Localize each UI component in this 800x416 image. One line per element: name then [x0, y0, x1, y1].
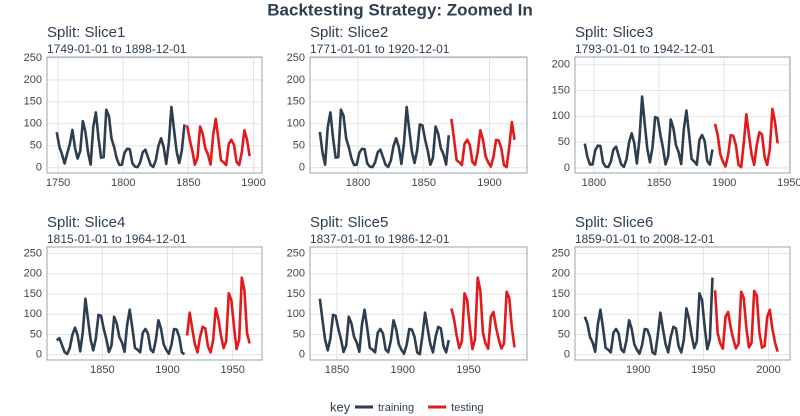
series-line [713, 107, 779, 169]
y-tick-label: 200 [24, 268, 42, 280]
series-line [185, 117, 251, 167]
y-tick-label: 250 [552, 247, 570, 259]
y-tick-label: 200 [552, 268, 570, 280]
x-tick-label: 1800 [346, 177, 370, 189]
panel-title: Split: Slice6 [575, 214, 653, 231]
x-tick-label: 1950 [456, 364, 480, 376]
y-tick-label: 200 [552, 59, 570, 71]
y-tick-label: 50 [293, 328, 305, 340]
x-tick-label: 1850 [412, 177, 436, 189]
panel-title: Split: Slice3 [575, 24, 653, 41]
y-tick-label: 0 [36, 349, 42, 361]
series-line [713, 289, 779, 353]
y-tick-label: 150 [287, 288, 305, 300]
series-line [318, 105, 451, 169]
panel-subtitle: 1837-01-01 to 1986-12-01 [310, 232, 450, 246]
x-tick-label: 1950 [691, 364, 715, 376]
panel-border [574, 56, 791, 174]
x-tick-label: 1850 [90, 364, 114, 376]
y-tick-label: 150 [552, 84, 570, 96]
panel-border [574, 246, 791, 361]
legend-label: training [378, 402, 414, 414]
panel-title: Split: Slice2 [310, 24, 388, 41]
x-tick-label: 1850 [325, 364, 349, 376]
y-tick-label: 150 [552, 288, 570, 300]
x-tick-label: 1850 [647, 177, 671, 189]
y-tick-label: 100 [24, 308, 42, 320]
chart-title: Backtesting Strategy: Zoomed In [267, 0, 532, 19]
y-tick-label: 100 [552, 110, 570, 122]
x-tick-label: 1900 [241, 177, 265, 189]
y-tick-label: 250 [287, 247, 305, 259]
x-tick-label: 1900 [390, 364, 414, 376]
y-tick-label: 100 [24, 118, 42, 130]
y-tick-label: 200 [287, 268, 305, 280]
y-tick-label: 100 [552, 308, 570, 320]
y-tick-label: 50 [558, 136, 570, 148]
y-tick-label: 150 [287, 96, 305, 108]
y-tick-label: 0 [564, 349, 570, 361]
panel-subtitle: 1793-01-01 to 1942-12-01 [575, 42, 715, 56]
panel-title: Split: Slice4 [47, 214, 125, 231]
panel-border [309, 56, 528, 174]
x-tick-label: 1750 [46, 177, 70, 189]
legend-title: key [330, 399, 351, 414]
x-tick-label: 1800 [111, 177, 135, 189]
series-line [583, 277, 714, 356]
series-line [185, 276, 251, 354]
y-tick-label: 200 [24, 74, 42, 86]
x-tick-label: 1850 [176, 177, 200, 189]
y-tick-label: 250 [24, 247, 42, 259]
y-tick-label: 100 [287, 118, 305, 130]
series-line [450, 118, 516, 169]
x-tick-label: 1950 [220, 364, 244, 376]
y-tick-label: 50 [30, 140, 42, 152]
y-tick-label: 250 [24, 52, 42, 64]
series-line [318, 298, 451, 356]
panel-subtitle: 1749-01-01 to 1898-12-01 [47, 42, 187, 56]
x-tick-label: 2000 [756, 364, 780, 376]
panel-border [309, 246, 528, 361]
y-tick-label: 50 [293, 140, 305, 152]
y-tick-label: 0 [299, 349, 305, 361]
panel-subtitle: 1771-01-01 to 1920-12-01 [310, 42, 450, 56]
series-line [583, 95, 714, 169]
x-tick-label: 1900 [477, 177, 501, 189]
series-line [55, 105, 186, 169]
y-tick-label: 50 [558, 328, 570, 340]
series-line [450, 276, 516, 351]
panel-title: Split: Slice1 [47, 24, 125, 41]
panel-subtitle: 1815-01-01 to 1964-12-01 [47, 232, 187, 246]
x-tick-label: 1900 [155, 364, 179, 376]
panel-subtitle: 1859-01-01 to 2008-12-01 [575, 232, 715, 246]
x-tick-label: 1800 [582, 177, 606, 189]
y-tick-label: 150 [24, 96, 42, 108]
panel-border [46, 246, 263, 361]
y-tick-label: 250 [287, 52, 305, 64]
panel-title: Split: Slice5 [310, 214, 388, 231]
x-tick-label: 1900 [712, 177, 736, 189]
y-tick-label: 200 [287, 74, 305, 86]
panel-border [46, 56, 263, 174]
y-tick-label: 100 [287, 308, 305, 320]
y-tick-label: 0 [36, 162, 42, 174]
x-tick-label: 1900 [626, 364, 650, 376]
series-line [55, 297, 186, 356]
y-tick-label: 50 [30, 328, 42, 340]
y-tick-label: 150 [24, 288, 42, 300]
x-tick-label: 1950 [777, 177, 800, 189]
legend-label: testing [451, 402, 483, 414]
y-tick-label: 0 [299, 162, 305, 174]
y-tick-label: 0 [564, 162, 570, 174]
